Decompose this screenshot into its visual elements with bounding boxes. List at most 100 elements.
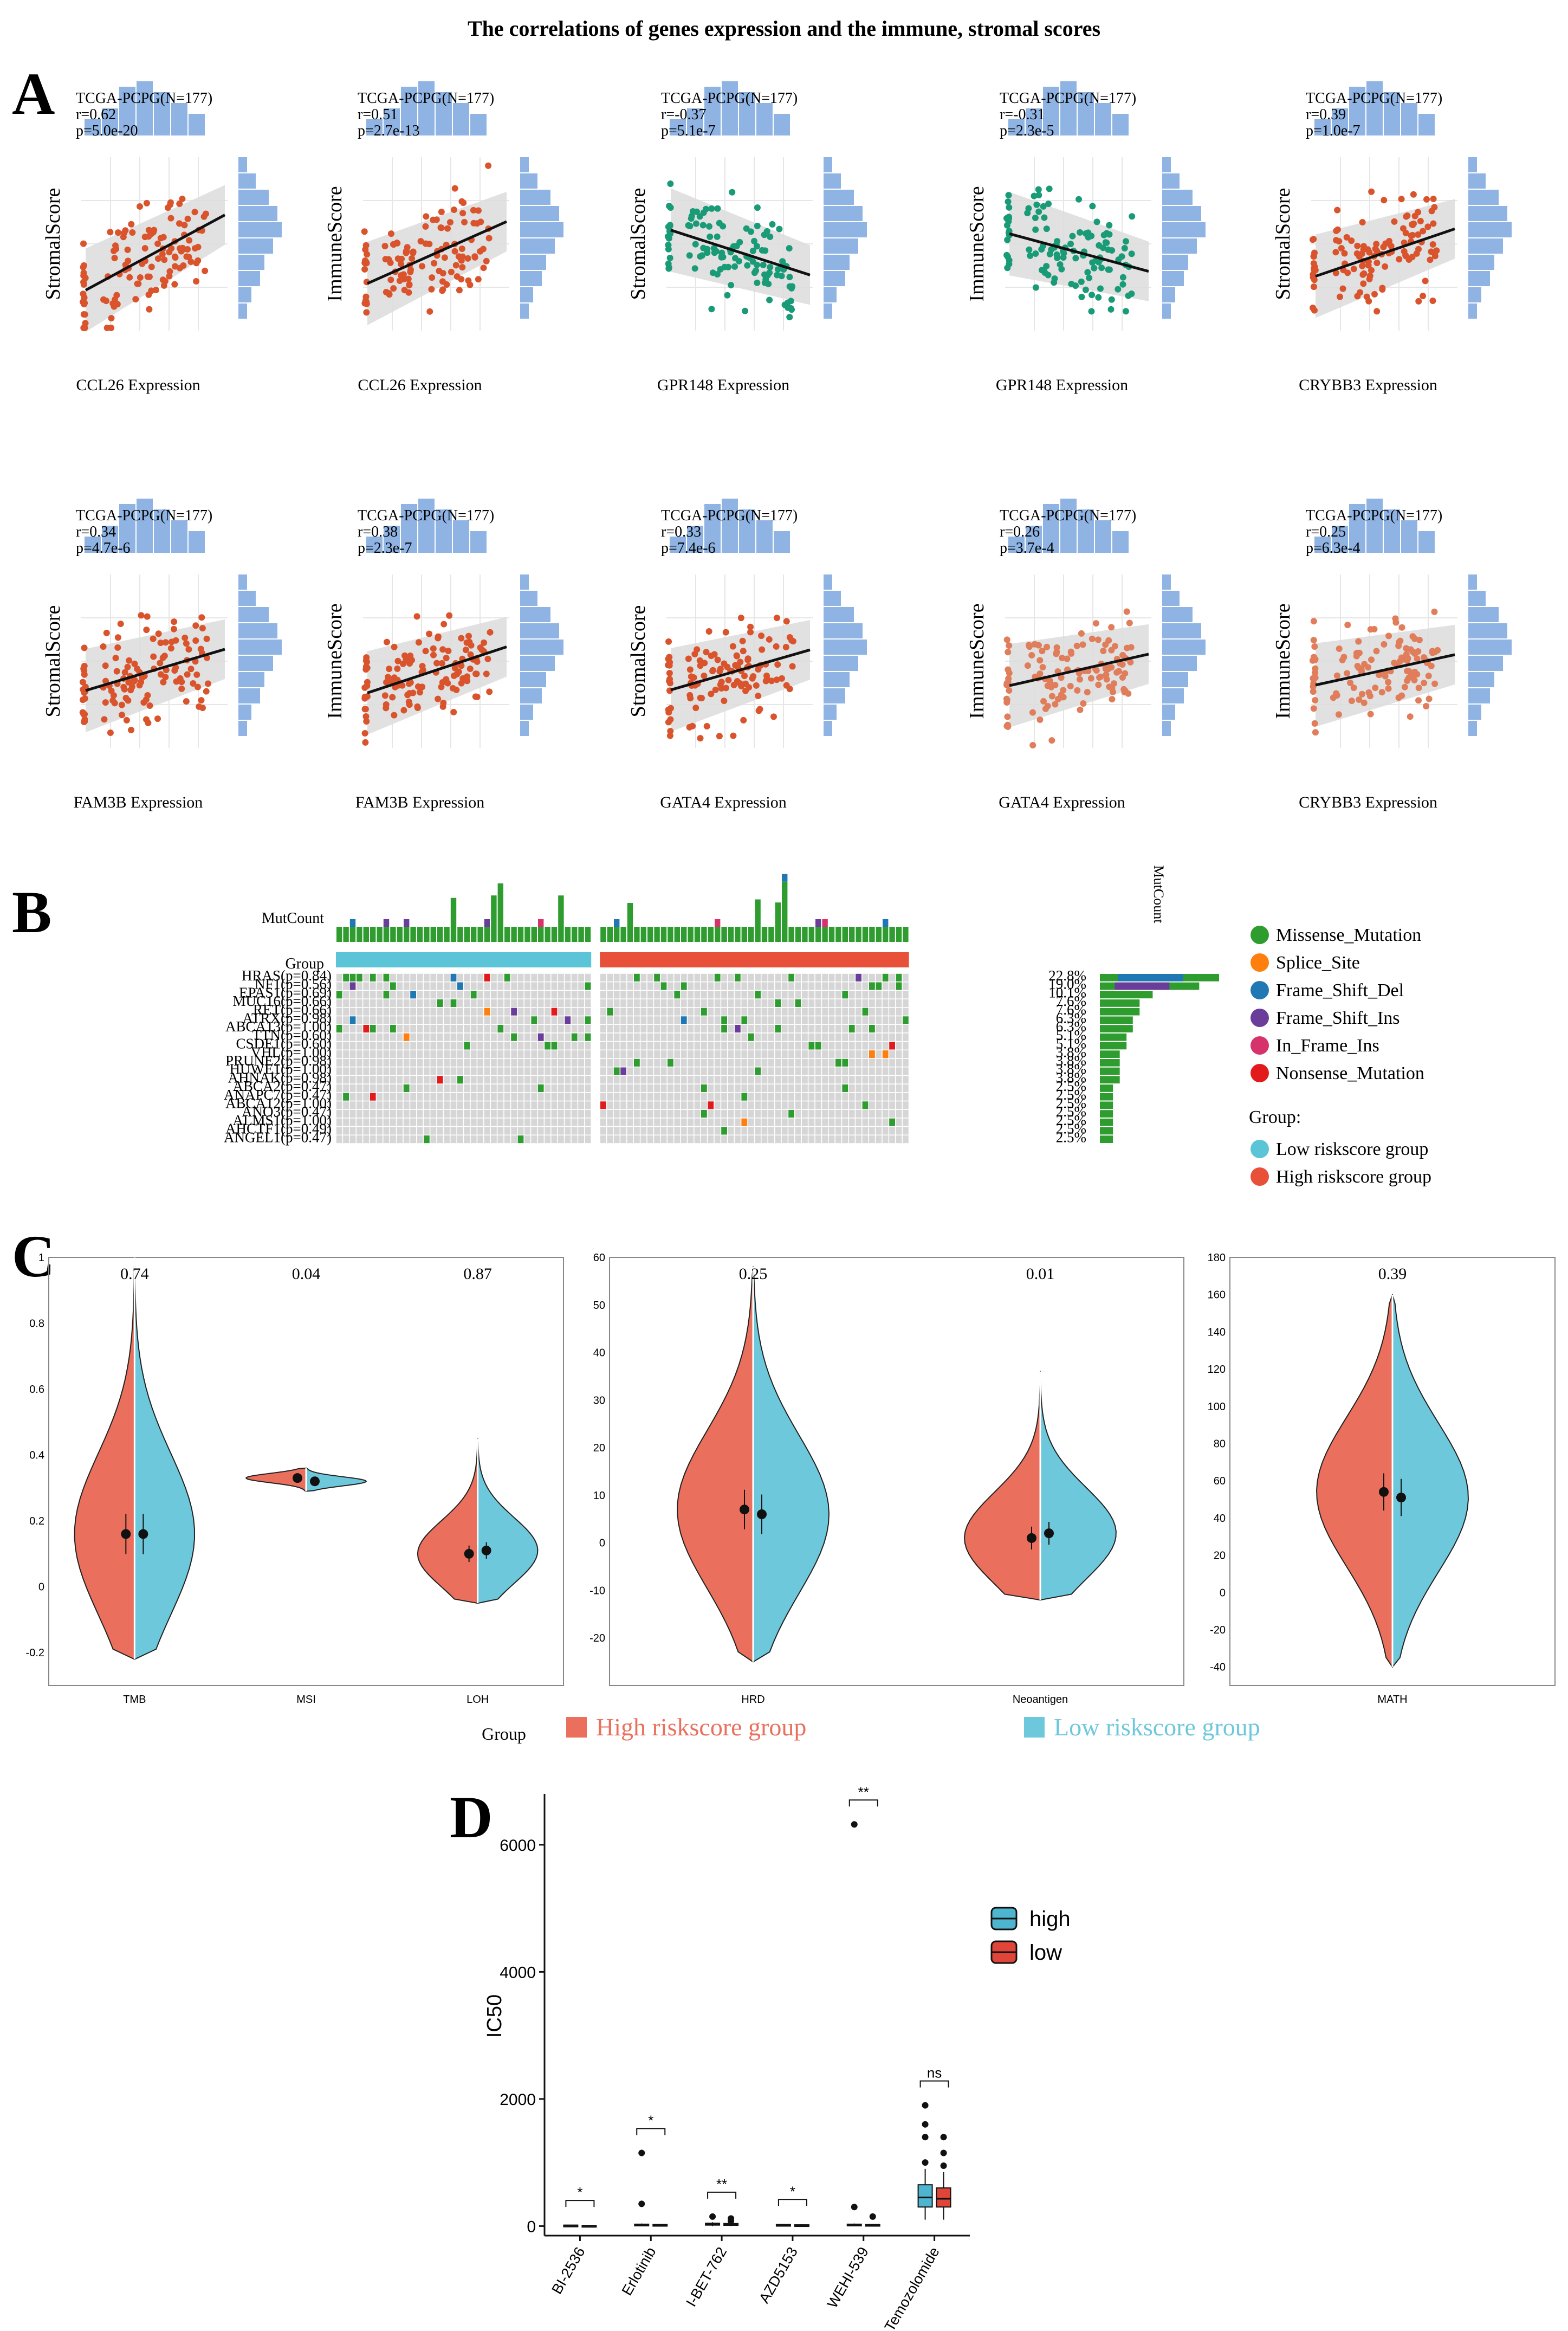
r-value: r=0.33 — [661, 524, 701, 540]
mutation-cell — [688, 1135, 694, 1144]
mutation-cell — [842, 1084, 848, 1092]
data-point — [1006, 204, 1013, 211]
mutation-cell — [721, 973, 727, 982]
mutation-cell — [668, 991, 673, 999]
mutation-cell — [755, 1093, 761, 1101]
mutation-cell — [537, 1084, 544, 1092]
data-point — [666, 222, 673, 229]
data-point — [166, 268, 173, 275]
mutation-cell — [882, 1016, 889, 1024]
data-point — [766, 636, 773, 643]
data-point — [767, 263, 774, 270]
mutation-cell — [647, 1135, 653, 1144]
y-axis-label: ImmuneScore — [323, 603, 346, 719]
scatter-subplot-7: TCGA-PCPG(N=177)r=0.38p=2.3e-7ImmuneScor… — [323, 499, 563, 811]
data-point — [1003, 696, 1010, 703]
mutation-cell — [788, 1135, 794, 1144]
mutation-cell — [343, 1084, 349, 1092]
mutation-cell — [694, 1127, 701, 1135]
mutation-cell — [437, 1033, 443, 1041]
mutation-cell — [701, 1058, 707, 1067]
mutation-cell — [531, 1135, 537, 1144]
mutation-cell — [755, 1110, 761, 1118]
data-point — [1105, 637, 1112, 644]
data-point — [1360, 280, 1367, 287]
mutation-cell — [768, 1008, 774, 1016]
mutation-cell — [775, 1101, 781, 1109]
mutation-cell — [674, 1025, 681, 1033]
mutation-cell — [545, 982, 550, 990]
data-point — [778, 675, 785, 682]
mutation-cell — [882, 1101, 889, 1109]
data-point — [773, 676, 780, 683]
mutation-cell — [856, 1127, 861, 1135]
gene-pct: 6.3% — [1056, 1010, 1086, 1026]
data-point — [157, 671, 164, 678]
marginal-hist-right-bar — [520, 238, 555, 254]
data-point — [448, 268, 455, 275]
mutation-cell — [477, 1050, 483, 1058]
data-point — [1006, 215, 1013, 222]
data-point — [184, 215, 191, 222]
mutation-cell — [808, 991, 815, 999]
x-axis-label: CRYBB3 Expression — [1299, 376, 1437, 394]
data-point — [430, 216, 437, 223]
marginal-hist-right-bar — [238, 574, 247, 590]
mutation-cell — [842, 1101, 848, 1109]
mutation-cell — [484, 1033, 490, 1041]
mutation-cell — [714, 991, 721, 999]
mutation-cell — [336, 1008, 342, 1016]
mutation-cell — [470, 999, 477, 1007]
data-point — [1359, 219, 1366, 226]
data-point — [470, 206, 477, 214]
mutation-cell — [607, 1050, 613, 1058]
data-point — [1353, 653, 1360, 660]
data-point — [1046, 185, 1053, 192]
mutation-cell — [511, 1050, 517, 1058]
data-point — [159, 250, 166, 257]
data-point — [1409, 633, 1416, 640]
mutation-cell — [363, 1076, 370, 1084]
mutation-cell — [781, 1093, 788, 1101]
data-point — [1088, 635, 1096, 642]
mutation-cell — [674, 1101, 681, 1109]
gene-pct: 2.5% — [1056, 1121, 1086, 1137]
mutation-cell — [748, 1016, 754, 1024]
mutcount-bar — [674, 927, 680, 942]
data-point — [361, 266, 368, 273]
data-point — [1072, 255, 1079, 262]
data-point — [1431, 253, 1439, 260]
violin-low — [753, 1266, 830, 1663]
mutation-cell — [607, 991, 613, 999]
x-axis-label: GATA4 Expression — [660, 793, 786, 811]
data-point — [665, 638, 672, 645]
mutation-cell — [370, 1135, 376, 1144]
mutcount-bar — [728, 927, 734, 942]
mutation-cell — [681, 973, 687, 982]
mutation-cell — [424, 982, 430, 990]
mutation-cell — [470, 1084, 477, 1092]
mutation-cell — [741, 1016, 748, 1024]
data-point — [737, 658, 744, 666]
data-point — [665, 706, 672, 713]
mutcount-bar-segment — [715, 919, 721, 927]
y-tick-label: 0 — [38, 1581, 44, 1593]
mutation-cell — [450, 1067, 457, 1075]
mutation-cell — [457, 1110, 463, 1118]
marginal-hist-right-bar — [520, 623, 559, 638]
data-point — [1368, 656, 1375, 663]
marginal-hist-right-bar — [824, 222, 867, 237]
data-point — [1359, 271, 1366, 278]
mutation-cell — [600, 1084, 606, 1092]
mutation-cell — [410, 1118, 416, 1126]
panel-c-violins: -0.200.20.40.60.810.74TMB0.04MSI0.87LOH-… — [26, 1252, 1556, 1744]
mutation-cell — [808, 1067, 815, 1075]
data-point — [145, 719, 152, 726]
cohort-label: TCGA-PCPG(N=177) — [1306, 507, 1442, 524]
mutation-cell — [370, 1016, 376, 1024]
mutation-cell — [600, 1101, 606, 1109]
mutation-cell — [477, 1016, 483, 1024]
y-tick-label: 180 — [1208, 1252, 1226, 1264]
marginal-hist-right-bar — [824, 640, 867, 655]
mutation-cell — [484, 973, 490, 982]
